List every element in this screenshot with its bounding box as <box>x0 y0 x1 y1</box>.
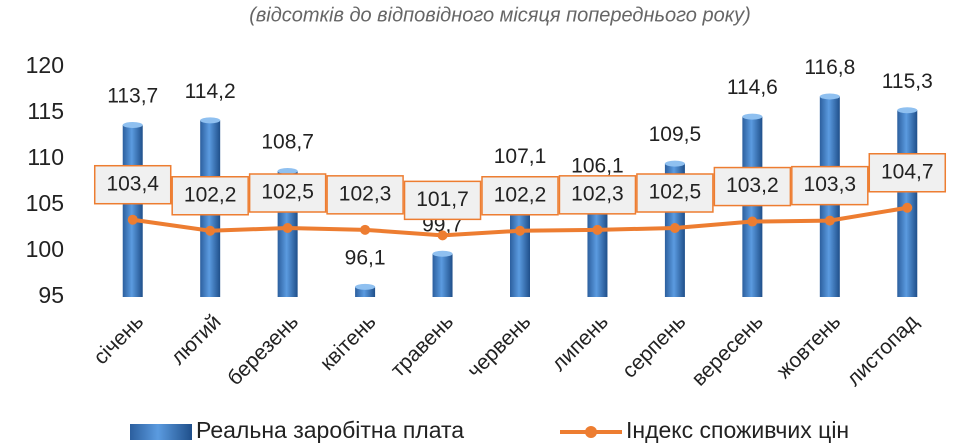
line-marker <box>902 202 913 213</box>
bar-cap <box>122 121 143 128</box>
line-marker <box>515 225 525 236</box>
line-value-label: 103,3 <box>804 173 857 196</box>
line-value-label: 104,7 <box>881 160 934 183</box>
bar <box>432 253 453 297</box>
bar-cap <box>432 250 453 257</box>
bar <box>587 194 608 297</box>
bar-value-label: 113,7 <box>107 85 158 108</box>
x-tick-label: лютий <box>167 310 226 369</box>
bar-value-label: 106,1 <box>571 154 624 177</box>
bar-value-label: 114,6 <box>727 76 778 99</box>
x-tick-label: вересень <box>687 310 767 390</box>
x-tick-label: жовтень <box>772 310 845 383</box>
line-marker <box>437 230 448 241</box>
line-label-box <box>403 180 482 221</box>
legend-marker <box>585 426 597 438</box>
line-label-box <box>93 164 172 205</box>
line-value-label: 102,5 <box>649 181 702 204</box>
legend-label: Реальна заробітна плата <box>196 417 464 443</box>
y-tick-label: 110 <box>27 144 64 170</box>
line-label-box <box>481 176 559 216</box>
bar-value-label: 114,2 <box>185 80 236 103</box>
bar <box>742 116 763 298</box>
x-tick-label: серпень <box>618 310 690 382</box>
line-label-box <box>636 173 714 213</box>
x-tick-label: березень <box>223 310 303 390</box>
legend-label: Індекс споживчих цін <box>626 417 849 443</box>
line-label-box <box>326 175 404 215</box>
y-tick-label: 95 <box>38 282 64 308</box>
x-tick-label: січень <box>89 310 148 369</box>
bar-cap <box>897 107 918 114</box>
line-value-label: 102,2 <box>494 183 547 206</box>
bar-cap <box>277 167 298 174</box>
x-tick-label: квітень <box>316 310 381 375</box>
line-label-box <box>171 176 249 216</box>
bar-cap <box>200 117 221 124</box>
y-tick-label: 120 <box>26 52 64 78</box>
line-value-label: 102,3 <box>571 182 624 205</box>
bar-value-label: 107,1 <box>494 145 547 168</box>
line-label-box <box>791 165 869 206</box>
y-tick-label: 100 <box>26 236 64 262</box>
bar-cap <box>664 160 685 167</box>
line-marker <box>282 223 293 233</box>
x-tick-label: липень <box>547 310 613 376</box>
line-marker <box>592 224 603 235</box>
line-value-label: 103,2 <box>726 174 779 197</box>
line-label-box <box>248 173 327 213</box>
line-label-box <box>558 175 637 215</box>
y-tick-label: 115 <box>27 98 64 124</box>
bar-value-label: 116,8 <box>804 56 855 79</box>
bar-value-label: 96,1 <box>345 246 386 269</box>
bar-value-label: 109,5 <box>649 123 702 146</box>
line-value-label: 103,4 <box>106 172 159 195</box>
bar <box>122 124 143 298</box>
x-tick-label: травень <box>386 310 458 382</box>
bar-value-label: 108,7 <box>261 131 314 154</box>
line-value-label: 102,3 <box>339 182 392 205</box>
line-marker <box>360 224 371 235</box>
line-label-box <box>868 153 947 193</box>
bar-cap <box>355 283 376 290</box>
y-tick-label: 105 <box>26 190 64 216</box>
legend-swatch <box>130 424 192 440</box>
bar-cap <box>742 113 763 120</box>
line-marker <box>669 223 680 233</box>
line-label-box <box>713 166 792 207</box>
bar <box>355 286 376 297</box>
line-value-label: 101,7 <box>416 188 469 211</box>
x-tick-label: червень <box>463 310 535 382</box>
line-value-label: 102,2 <box>184 183 237 206</box>
line-marker <box>747 216 758 227</box>
x-tick-label: листопад <box>842 310 923 391</box>
bar-value-label: 115,3 <box>882 70 933 93</box>
line-marker <box>127 214 138 225</box>
line-marker <box>824 215 835 226</box>
bar-cap <box>819 93 840 100</box>
line-marker <box>205 225 216 236</box>
line-value-label: 102,5 <box>261 181 314 204</box>
chart-title: (відсотків до відповідного місяця попере… <box>249 4 751 26</box>
